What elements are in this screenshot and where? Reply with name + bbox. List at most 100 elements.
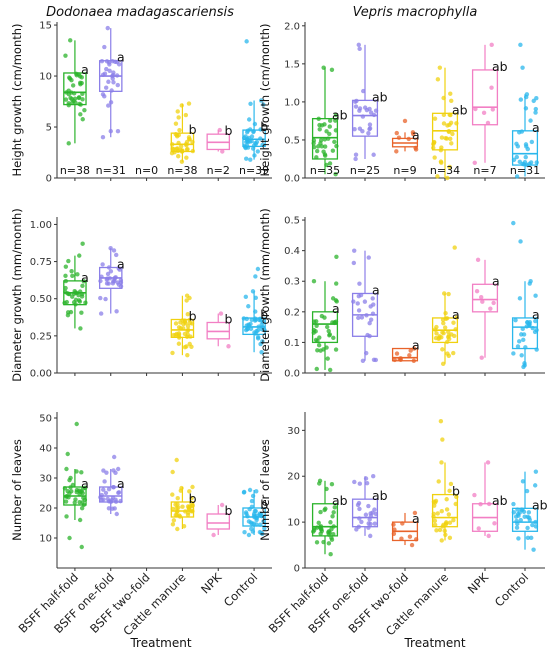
data-point — [249, 521, 255, 526]
box-3 — [169, 101, 196, 164]
data-point — [511, 351, 516, 356]
data-point — [329, 527, 334, 532]
data-point — [80, 241, 85, 246]
box-3 — [170, 457, 195, 532]
data-point — [357, 46, 362, 52]
data-point — [479, 355, 484, 360]
data-point — [518, 97, 524, 102]
data-point — [366, 255, 371, 260]
data-point — [359, 315, 365, 320]
data-point — [520, 479, 526, 484]
sample-size-label: n=31 — [96, 164, 126, 177]
data-point — [109, 497, 114, 503]
data-point — [351, 299, 356, 304]
y-tick-label: 0 — [294, 564, 300, 575]
data-point — [485, 460, 491, 465]
data-point — [328, 552, 333, 557]
data-point — [434, 528, 439, 533]
data-point — [80, 117, 85, 122]
data-point — [77, 517, 83, 523]
data-point — [435, 174, 440, 179]
data-point — [441, 121, 447, 126]
box-3 — [431, 245, 459, 367]
data-point — [184, 298, 189, 303]
data-point — [173, 321, 179, 326]
data-point — [353, 156, 358, 162]
data-point — [449, 141, 454, 146]
data-point — [351, 260, 357, 266]
data-point — [70, 273, 75, 279]
data-point — [437, 527, 443, 533]
data-point — [373, 357, 379, 363]
data-point — [439, 460, 444, 465]
data-point — [322, 315, 327, 320]
data-point — [517, 339, 522, 344]
sample-size-label: n=38 — [167, 164, 197, 177]
data-point — [327, 131, 332, 137]
data-point — [246, 519, 252, 524]
y-tick-label: 0 — [46, 174, 52, 185]
data-point — [411, 131, 416, 137]
data-point — [432, 522, 438, 528]
data-point — [514, 174, 520, 179]
data-point — [258, 98, 264, 103]
y-axis-label: Diameter growth (mm/month) — [258, 208, 272, 382]
data-point — [116, 490, 122, 495]
data-point — [366, 503, 371, 509]
data-point — [77, 299, 83, 304]
data-point — [176, 132, 181, 138]
data-point — [327, 161, 333, 166]
box-iqr — [391, 347, 419, 362]
data-point — [176, 341, 182, 346]
sample-size-label: n=2 — [207, 164, 230, 177]
y-tick-label: 1.5 — [284, 59, 300, 70]
box-iqr — [471, 283, 499, 313]
data-point — [474, 288, 480, 294]
sample-size-label: n=38 — [60, 164, 90, 177]
data-point — [368, 533, 373, 539]
data-point — [534, 95, 539, 101]
data-point — [449, 98, 454, 104]
significance-letter: a — [372, 282, 380, 297]
data-point — [259, 512, 264, 517]
data-point — [317, 127, 322, 132]
data-point — [171, 332, 176, 338]
data-point — [353, 152, 359, 157]
data-point — [184, 155, 189, 160]
sample-size-label: n=0 — [135, 164, 158, 177]
box-4 — [471, 460, 499, 539]
data-point — [328, 520, 333, 525]
data-point — [444, 497, 449, 502]
data-point — [528, 160, 534, 165]
box-iqr — [351, 99, 379, 137]
data-point — [244, 39, 249, 44]
data-point — [249, 498, 255, 504]
significance-letter: a — [532, 307, 540, 322]
significance-letter: b — [224, 123, 232, 138]
data-point — [333, 171, 338, 177]
x-tick-label: Control — [492, 570, 531, 609]
data-point — [115, 280, 120, 285]
data-point — [444, 507, 450, 512]
data-point — [251, 129, 256, 135]
significance-letter: b — [260, 497, 268, 512]
data-point — [113, 470, 118, 476]
data-point — [106, 486, 112, 492]
y-tick-label: 1.00 — [30, 220, 52, 231]
significance-letter: a — [332, 301, 340, 316]
box-iqr — [511, 507, 539, 532]
y-tick-label: 30 — [287, 426, 300, 437]
data-point — [432, 116, 438, 121]
data-point — [530, 522, 535, 528]
data-point — [490, 107, 495, 112]
data-point — [318, 141, 323, 146]
y-tick-label: 0.75 — [30, 257, 52, 268]
data-point — [254, 139, 260, 145]
data-point — [515, 344, 521, 349]
data-point — [63, 53, 68, 58]
data-point — [313, 337, 319, 343]
data-point — [315, 348, 320, 353]
data-point — [187, 295, 192, 301]
data-point — [534, 327, 539, 333]
